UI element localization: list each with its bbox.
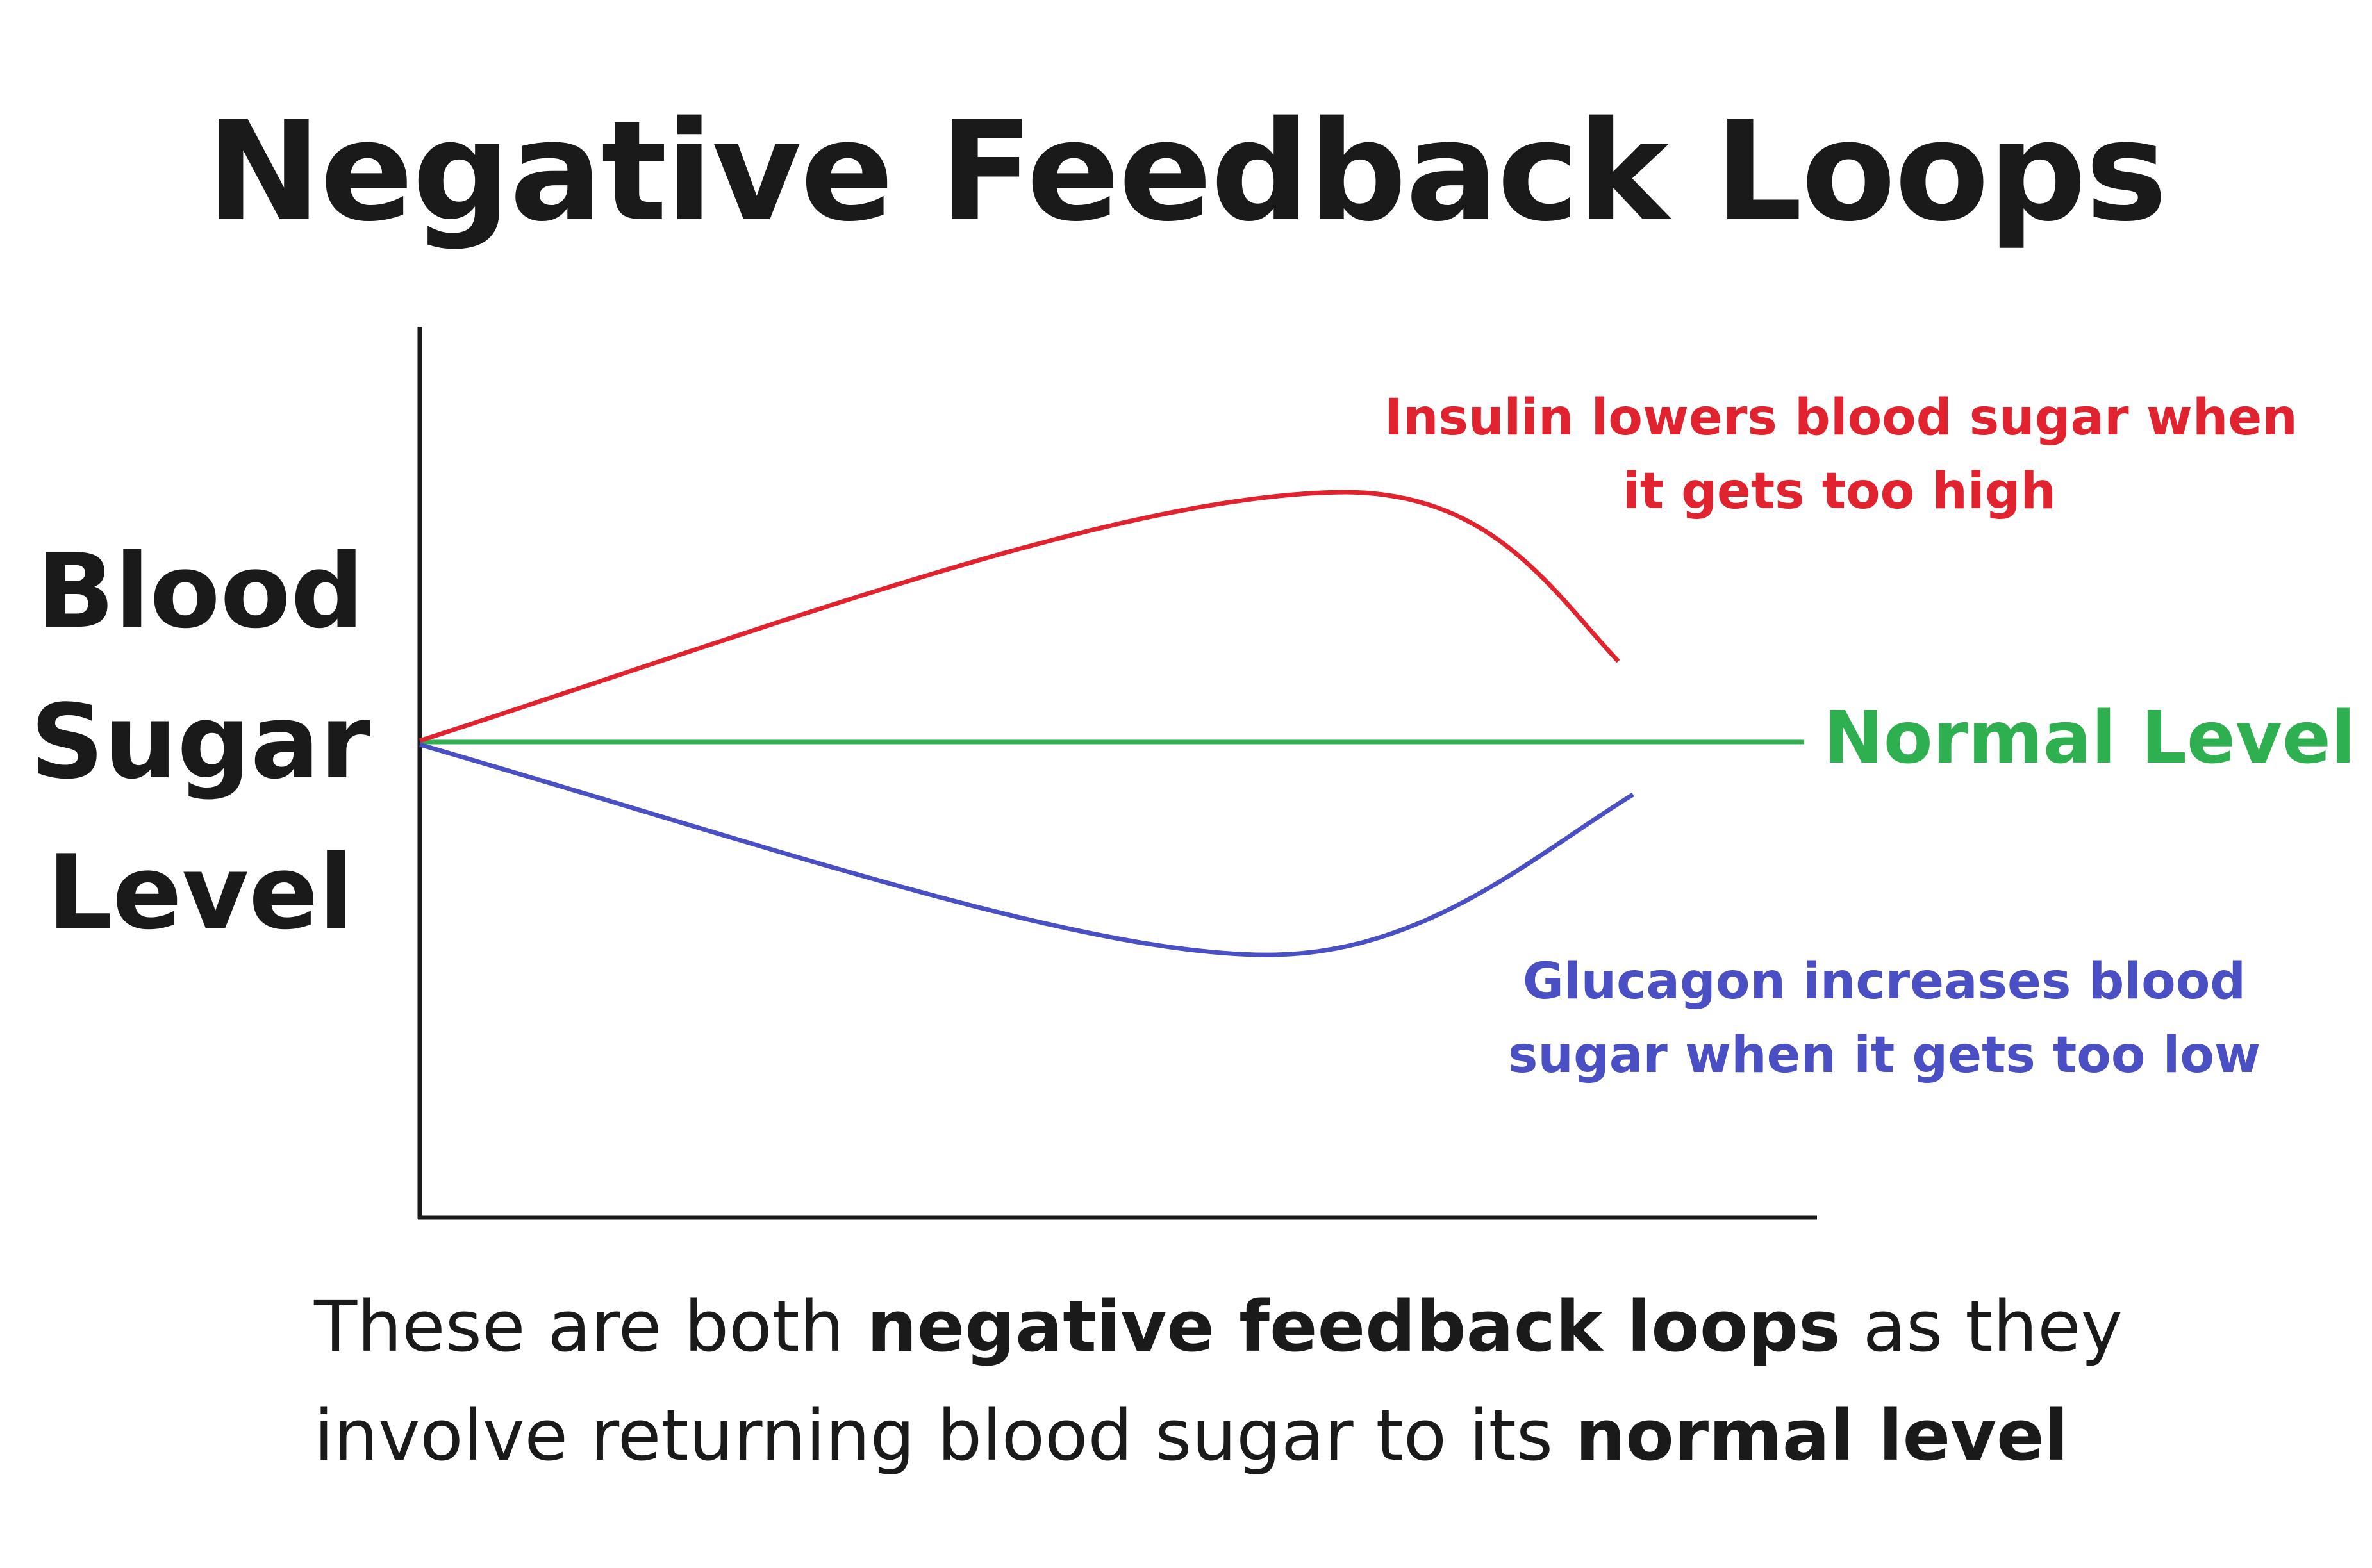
glucagon-annotation-line-2: sugar when it gets too low: [1508, 1027, 2260, 1084]
insulin-curve: [419, 490, 1620, 743]
glucagon-annotation-line-1: Glucagon increases blood: [1522, 953, 2246, 1011]
normal-level-label: Normal Level: [1823, 697, 2356, 780]
diagram-title: Negative Feedback Loops: [206, 91, 2167, 252]
y-axis-label-line-1: Blood: [36, 531, 365, 651]
caption-text-2a: involve returning blood sugar to its: [314, 1394, 1575, 1476]
insulin-annotation-line-1: Insulin lowers blood sugar when: [1384, 389, 2298, 447]
y-axis-label: Blood Sugar Level: [26, 516, 375, 968]
insulin-annotation: Insulin lowers blood sugar when it gets …: [1384, 381, 2298, 529]
glucagon-annotation: Glucagon increases blood sugar when it g…: [1429, 945, 2339, 1093]
caption-text-1a: These are both: [314, 1285, 867, 1367]
caption-text-1c: as they: [1840, 1285, 2123, 1367]
caption: These are both negative feedback loops a…: [314, 1272, 2237, 1490]
y-axis-label-line-2: Sugar: [30, 682, 370, 802]
insulin-annotation-line-2: it gets too high: [1622, 463, 2057, 520]
glucagon-curve: [419, 742, 1634, 957]
caption-line-1: These are both negative feedback loops a…: [314, 1272, 2237, 1381]
caption-bold-negative-feedback-loops: negative feedback loops: [867, 1285, 1841, 1367]
caption-bold-normal-level: normal level: [1575, 1394, 2069, 1476]
y-axis-label-line-3: Level: [47, 832, 354, 952]
caption-line-2: involve returning blood sugar to its nor…: [314, 1381, 2237, 1490]
